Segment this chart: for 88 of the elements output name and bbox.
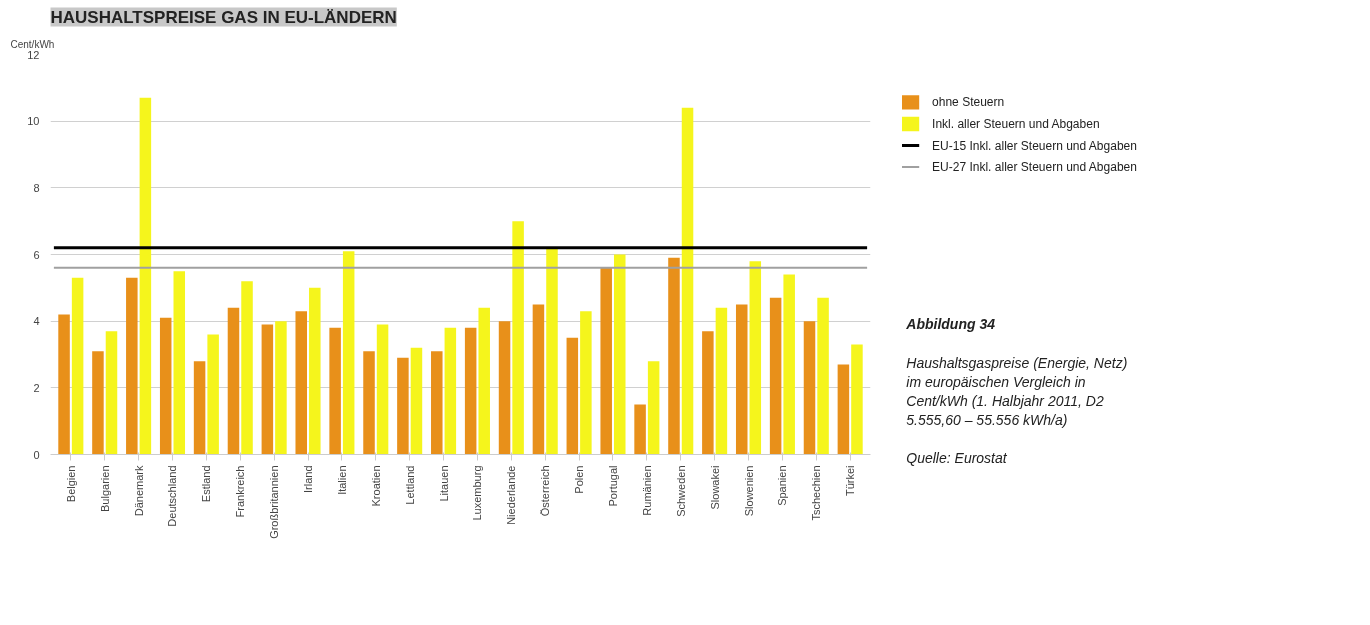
x-tick-label: Slowakei	[708, 465, 721, 510]
x-tick-label: Polen	[573, 465, 586, 494]
bar	[126, 277, 138, 455]
y-tick-label: 10	[27, 115, 40, 128]
bar	[478, 307, 490, 455]
bar	[837, 364, 850, 455]
bar	[668, 257, 680, 455]
x-tick-label: Lettland	[403, 465, 416, 505]
bar	[566, 337, 579, 455]
bar	[634, 404, 646, 455]
bar	[600, 267, 612, 455]
x-tick-label: Belgien	[64, 465, 77, 503]
x-tick-label: Österreich	[539, 465, 552, 517]
x-tick-label: Rumänien	[640, 465, 653, 516]
x-tick-label: Luxemburg	[471, 465, 484, 521]
bar	[702, 331, 714, 455]
y-tick-label: 12	[27, 48, 40, 61]
text: Haushaltsgaspreise (Energie, Netz) im europäischen Vergleich in Cent/kWh (1. Halbjahr 2011, D2 5.555,60 – 55.556 kWh/a)	[906, 354, 1128, 429]
bar	[498, 321, 511, 455]
x-tick-label: Deutschland	[166, 465, 179, 527]
legend-label: EU-27 Inkl. aller Steuern und Abgaben	[932, 160, 1137, 175]
bar	[817, 297, 829, 455]
bar	[546, 247, 558, 455]
bar	[342, 251, 355, 455]
bar	[71, 277, 84, 455]
x-tick-label: Tschechien	[810, 465, 823, 521]
bar	[295, 311, 307, 455]
bar	[851, 344, 863, 455]
bar	[715, 307, 728, 455]
bar	[749, 261, 762, 455]
legend-label: Inkl. aller Steuern und Abgaben	[932, 116, 1100, 131]
y-tick-label: 2	[33, 381, 40, 394]
bar	[444, 327, 457, 455]
x-tick-label: Estland	[200, 465, 213, 503]
bar	[681, 107, 694, 455]
x-tick-label: Kroatien	[369, 465, 382, 507]
x-tick-label: Litauen	[437, 465, 450, 502]
bar	[309, 287, 321, 455]
bar	[275, 321, 287, 455]
bar	[363, 351, 375, 455]
text: Abbildung 34	[905, 316, 996, 333]
bar	[512, 221, 524, 455]
bar	[614, 254, 626, 455]
bar	[159, 317, 172, 455]
y-tick-label: 6	[33, 248, 40, 261]
bar	[397, 357, 409, 455]
bar	[769, 297, 782, 455]
y-axis-title: Cent/kWh	[10, 38, 55, 50]
bar	[58, 314, 70, 455]
bar	[735, 304, 748, 455]
y-tick-label: 8	[33, 181, 40, 194]
bar	[193, 361, 206, 455]
bar	[173, 271, 186, 455]
bar	[410, 347, 423, 455]
x-tick-label: Bulgarien	[98, 465, 111, 512]
legend-label: ohne Steuern	[932, 95, 1005, 110]
legend-label: EU-15 Inkl. aller Steuern und Abgaben	[932, 138, 1137, 153]
x-tick-label: Spanien	[776, 465, 789, 506]
bar	[207, 334, 219, 455]
x-tick-label: Niederlande	[505, 465, 518, 525]
y-tick-label: 4	[33, 315, 40, 328]
x-tick-label: Slowenien	[742, 465, 755, 517]
bar	[532, 304, 545, 455]
x-tick-label: Dänemark	[132, 465, 145, 517]
bar	[92, 351, 104, 455]
bar	[783, 274, 795, 455]
bar	[329, 327, 341, 455]
x-tick-label: Türkei	[844, 465, 857, 497]
bar	[105, 331, 118, 455]
bar	[580, 311, 592, 455]
bar	[647, 361, 660, 455]
bar	[241, 281, 253, 455]
x-tick-label: Schweden	[674, 465, 687, 517]
bar	[139, 97, 152, 455]
bar	[261, 324, 274, 455]
chart-title: HAUSHALTSPREISE GAS IN EU-LÄNDERN	[50, 7, 397, 27]
source-note: Quelle: Eurostat	[906, 450, 1008, 467]
y-tick-label: 0	[33, 448, 40, 461]
bar	[376, 324, 389, 455]
x-tick-label: Irland	[302, 465, 315, 494]
x-tick-label: Frankreich	[234, 465, 247, 518]
bar	[227, 307, 240, 455]
bar	[431, 351, 443, 455]
x-tick-label: Italien	[335, 465, 348, 495]
bar	[803, 321, 816, 455]
x-tick-label: Großbritannien	[268, 465, 281, 539]
x-tick-label: Portugal	[606, 465, 619, 507]
bar	[464, 327, 477, 455]
